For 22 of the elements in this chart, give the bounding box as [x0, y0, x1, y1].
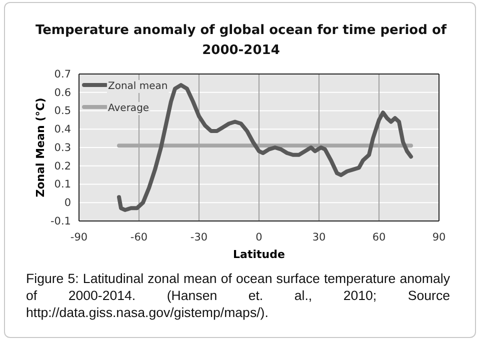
x-tick-label: -60 — [130, 231, 148, 244]
x-tick-label: 0 — [256, 231, 262, 244]
x-tick-label: 30 — [312, 231, 326, 244]
x-tick-label: -30 — [190, 231, 208, 244]
y-tick-label: 0.5 — [54, 105, 71, 118]
y-tick-label: 0 — [64, 196, 71, 209]
y-tick-label: 0.2 — [54, 160, 71, 172]
legend-label: Average — [108, 103, 150, 114]
y-tick-label: 0.7 — [54, 68, 71, 80]
chart-title: Temperature anomaly of global ocean for time period of 2000-2014 — [35, 23, 447, 58]
y-axis-title: Zonal Mean (°C) — [34, 98, 47, 198]
x-axis-title: Latitude — [233, 248, 285, 261]
y-tick-label: 0.6 — [54, 86, 72, 99]
x-tick-label: 60 — [372, 231, 386, 244]
x-tick-label: 90 — [432, 231, 446, 244]
y-tick-label: 0.4 — [54, 123, 72, 136]
legend-label: Zonal mean — [108, 81, 168, 92]
y-tick-label: -0.1 — [50, 215, 71, 228]
y-tick-label: 0.3 — [54, 142, 71, 154]
x-tick-label: -90 — [70, 231, 88, 244]
caption: Figure 5: Latitudinal zonal mean of ocean surface temperature anomaly of 2000-2014. (Hansen et. al., 2010; Source http://data.giss.nasa.gov/gistemp/maps/). — [26, 270, 450, 321]
y-tick-label: 0.1 — [54, 178, 71, 191]
